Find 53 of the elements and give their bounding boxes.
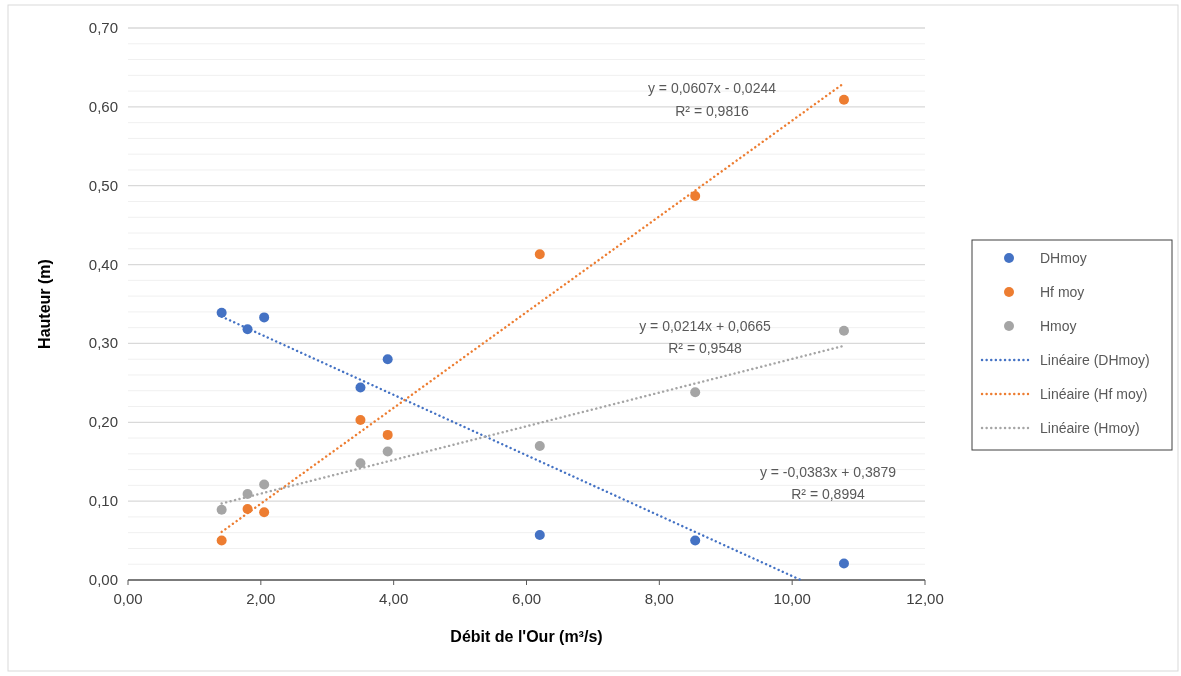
y-tick-label: 0,50 — [88, 176, 118, 194]
annotation: R² = 0,8994 — [791, 486, 865, 502]
x-tick-label: 8,00 — [644, 590, 674, 607]
x-tick-label: 4,00 — [379, 590, 409, 607]
y-axis-title: Hauteur (m) — [36, 259, 53, 349]
legend-label: Linéaire (Hf moy) — [1040, 386, 1148, 402]
annotation: y = 0,0214x + 0,0665 — [639, 318, 771, 334]
legend-label: Hf moy — [1040, 284, 1085, 300]
point — [242, 504, 253, 515]
annotation: y = -0,0383x + 0,3879 — [759, 464, 897, 480]
y-tick-label: 0,00 — [88, 571, 118, 588]
annotation: y = 0,0607x - 0,0244 — [647, 80, 777, 96]
point — [690, 535, 701, 546]
point — [216, 504, 227, 515]
point — [382, 354, 393, 365]
x-tick-label: 12,00 — [906, 590, 944, 607]
point — [259, 479, 270, 490]
annotation: R² = 0,9548 — [668, 340, 742, 356]
point — [838, 94, 849, 105]
point — [382, 446, 393, 457]
point — [216, 307, 227, 318]
point — [690, 387, 701, 398]
point — [242, 324, 253, 335]
point — [838, 558, 849, 569]
x-tick-label: 10,00 — [773, 590, 811, 607]
annotation: R² = 0,9816 — [675, 103, 749, 119]
point — [838, 325, 849, 336]
x-tick-label: 0,00 — [113, 590, 143, 607]
x-tick-label: 6,00 — [511, 590, 542, 607]
y-tick-label: 0,30 — [88, 334, 118, 352]
x-axis-title: Débit de l'Our (m³/s) — [450, 628, 603, 645]
y-tick-label: 0,40 — [88, 255, 118, 273]
point — [534, 440, 545, 451]
legend-label: Linéaire (Hmoy) — [1040, 420, 1140, 436]
point — [382, 429, 393, 440]
y-tick-label: 0,10 — [88, 492, 118, 510]
y-tick-label: 0,70 — [88, 19, 118, 36]
y-tick-label: 0,60 — [88, 97, 118, 115]
legend-label: DHmoy — [1040, 250, 1087, 266]
point — [355, 382, 366, 393]
y-tick-label: 0,20 — [88, 413, 118, 431]
point — [355, 458, 366, 469]
legend-label: Hmoy — [1040, 318, 1077, 334]
point — [534, 530, 545, 541]
point — [690, 190, 701, 201]
point — [355, 414, 366, 425]
legend-label: Linéaire (DHmoy) — [1040, 352, 1150, 368]
point — [216, 535, 227, 546]
x-tick-label: 2,00 — [246, 590, 276, 607]
point — [242, 489, 253, 500]
point — [259, 507, 270, 518]
point — [259, 312, 270, 323]
point — [534, 249, 545, 260]
